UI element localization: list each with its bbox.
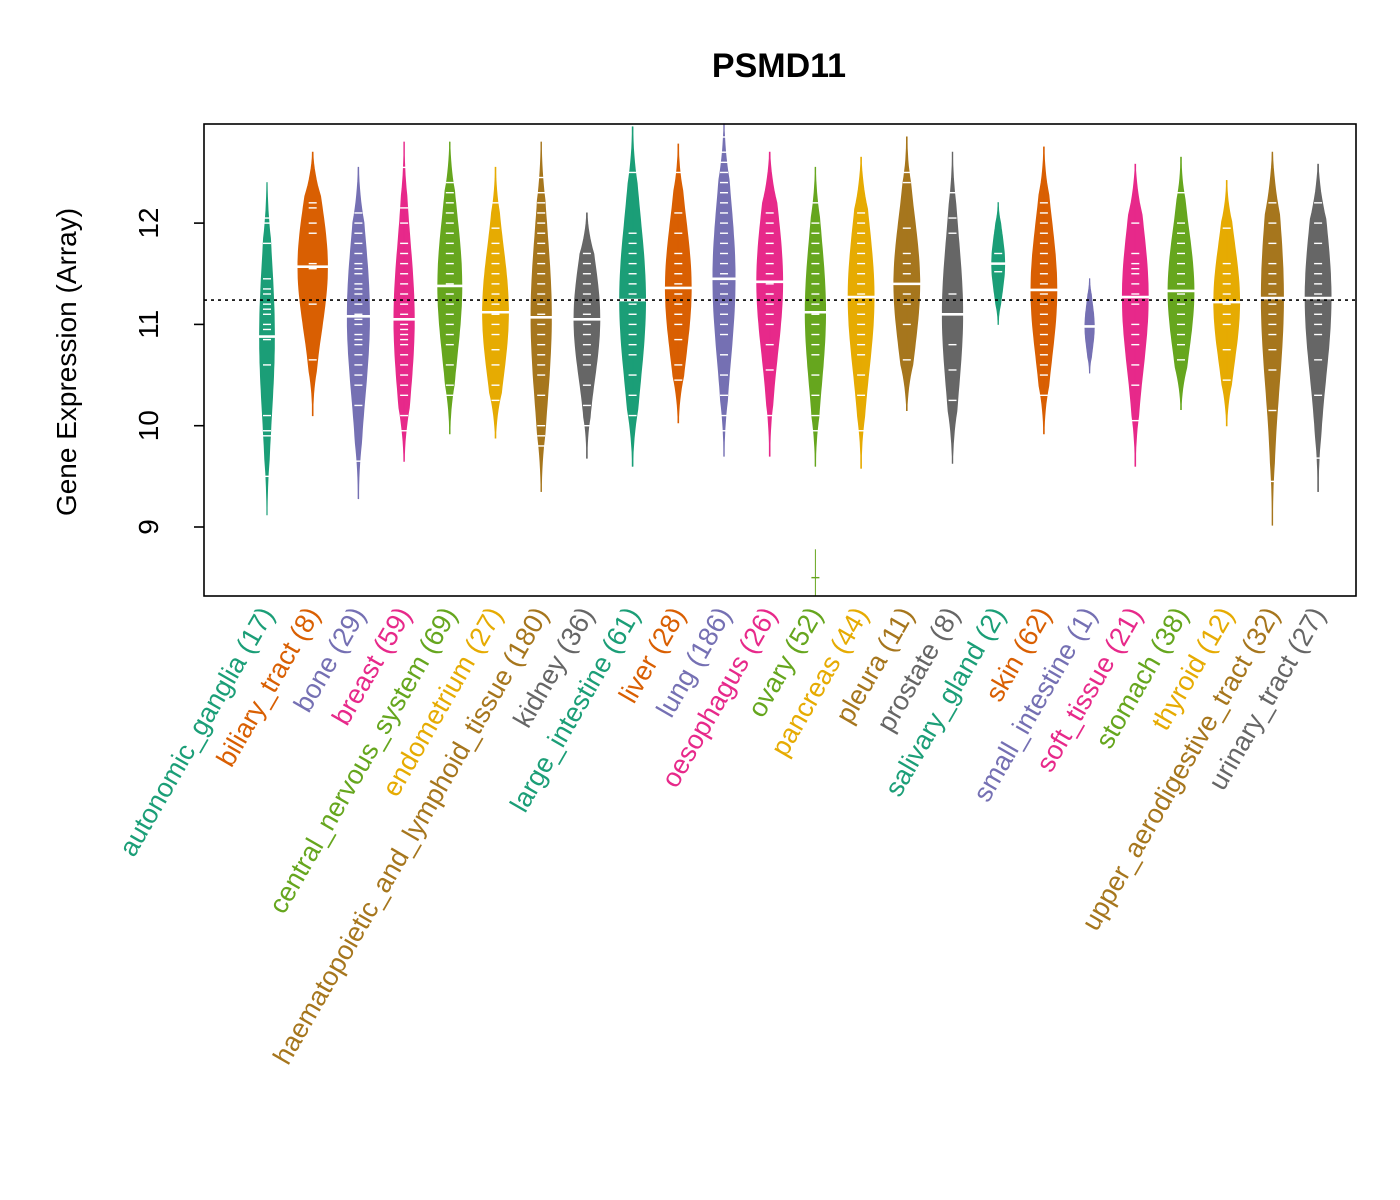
y-tick-label: 9 [133,519,164,535]
bean-group [296,151,329,417]
bean-group [936,151,969,464]
bean-group [479,166,512,439]
bean-group [1027,146,1060,435]
bean-group [753,151,786,457]
bean-group [616,126,649,467]
bean-group [388,141,421,462]
bean-group [1073,278,1106,374]
bean-group [1210,180,1243,427]
plot-frame [203,123,1357,597]
bean-group [708,123,740,457]
bean-group [799,166,832,467]
bean-group [433,141,466,435]
beans-layer [251,123,1335,596]
chart-title: PSMD11 [712,47,846,85]
y-tick-label: 12 [133,208,164,239]
bean-group [251,182,283,516]
bean-group [570,212,603,459]
bean-group [890,136,923,412]
bean-group [845,156,878,469]
bean-group [525,141,558,493]
bean-group [1119,163,1152,467]
y-axis: 9 10 11 12 [133,208,204,535]
bean-group [342,166,375,500]
y-axis-label: Gene Expression (Array) [51,208,82,516]
bean-group [1302,163,1335,493]
y-tick-label: 10 [133,410,164,441]
bean-group [982,202,1015,325]
x-axis-labels: autonomic_ganglia (17)biliary_tract (8)b… [113,602,1331,1069]
y-tick-label: 11 [133,310,164,339]
bean-group [1165,156,1197,411]
bean-group [662,143,695,424]
bean-group [1256,151,1289,526]
